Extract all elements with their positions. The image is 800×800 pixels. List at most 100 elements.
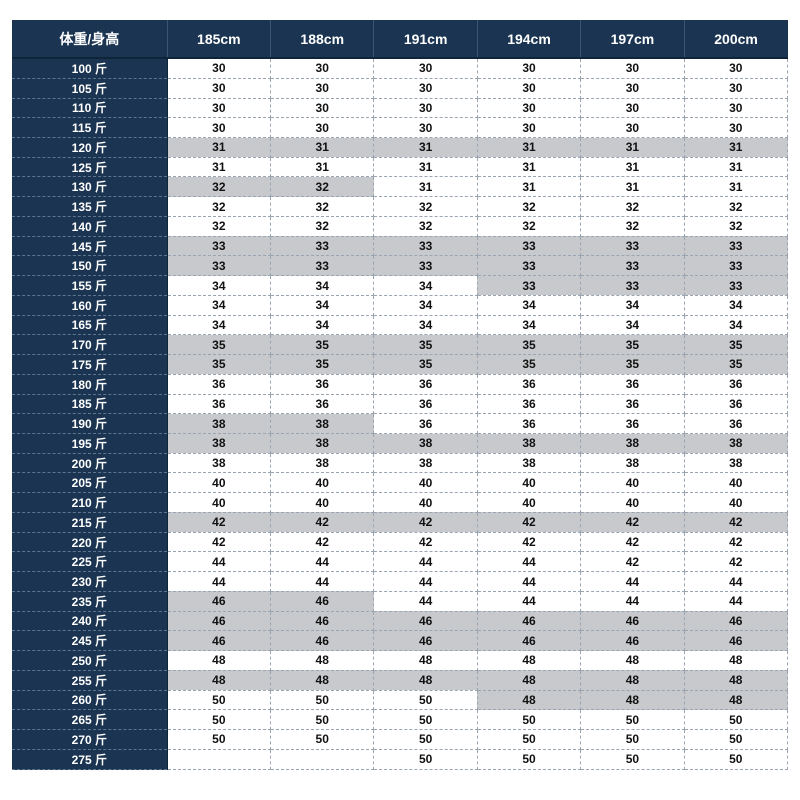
table-cell: 30 [167, 78, 270, 98]
table-cell: 34 [271, 276, 374, 296]
table-row: 250 斤484848484848 [12, 651, 788, 671]
table-cell: 32 [684, 197, 787, 217]
table-cell: 48 [581, 670, 684, 690]
table-cell: 44 [167, 552, 270, 572]
table-cell: 42 [271, 532, 374, 552]
table-cell: 36 [271, 374, 374, 394]
table-cell: 38 [581, 434, 684, 454]
table-cell: 33 [477, 236, 580, 256]
column-header: 194cm [477, 20, 580, 58]
table-cell: 32 [581, 197, 684, 217]
column-header: 185cm [167, 20, 270, 58]
table-cell: 38 [271, 453, 374, 473]
table-row: 150 斤333333333333 [12, 256, 788, 276]
column-header: 200cm [684, 20, 787, 58]
table-cell: 48 [271, 651, 374, 671]
table-cell: 42 [581, 512, 684, 532]
table-cell: 46 [684, 631, 787, 651]
table-cell: 36 [581, 374, 684, 394]
table-cell: 40 [167, 473, 270, 493]
column-header: 197cm [581, 20, 684, 58]
table-cell: 35 [684, 355, 787, 375]
table-cell: 31 [271, 138, 374, 158]
table-cell: 50 [477, 749, 580, 769]
row-header: 230 斤 [12, 572, 167, 592]
table-cell: 33 [167, 236, 270, 256]
table-cell: 40 [374, 493, 477, 513]
table-cell: 31 [581, 157, 684, 177]
row-header: 145 斤 [12, 236, 167, 256]
table-row: 100 斤303030303030 [12, 58, 788, 78]
corner-header: 体重/身高 [12, 20, 167, 58]
table-cell: 32 [271, 177, 374, 197]
table-cell: 46 [477, 631, 580, 651]
table-cell: 34 [477, 295, 580, 315]
table-cell: 48 [374, 651, 477, 671]
table-cell: 46 [581, 631, 684, 651]
row-header: 115 斤 [12, 118, 167, 138]
row-header: 225 斤 [12, 552, 167, 572]
table-cell: 36 [477, 414, 580, 434]
table-row: 230 斤444444444444 [12, 572, 788, 592]
table-cell: 50 [167, 710, 270, 730]
table-cell: 44 [374, 552, 477, 572]
table-cell: 44 [374, 591, 477, 611]
table-cell: 31 [684, 138, 787, 158]
table-cell: 32 [167, 216, 270, 236]
table-cell: 33 [374, 256, 477, 276]
table-cell: 34 [477, 315, 580, 335]
table-row: 190 斤383836363636 [12, 414, 788, 434]
table-cell: 50 [271, 730, 374, 750]
table-cell: 33 [684, 236, 787, 256]
table-cell: 31 [374, 138, 477, 158]
table-cell: 38 [477, 434, 580, 454]
table-row: 165 斤343434343434 [12, 315, 788, 335]
row-header: 100 斤 [12, 58, 167, 78]
table-cell: 31 [581, 138, 684, 158]
table-cell: 50 [477, 710, 580, 730]
table-cell: 38 [477, 453, 580, 473]
table-cell: 32 [477, 197, 580, 217]
table-cell: 50 [684, 749, 787, 769]
table-cell: 30 [581, 58, 684, 78]
table-cell: 30 [684, 98, 787, 118]
table-cell: 48 [581, 690, 684, 710]
table-cell: 36 [684, 374, 787, 394]
table-cell: 42 [271, 512, 374, 532]
table-cell: 31 [271, 157, 374, 177]
table-cell: 50 [167, 730, 270, 750]
table-cell: 48 [374, 670, 477, 690]
table-cell: 50 [167, 690, 270, 710]
table-cell: 50 [374, 710, 477, 730]
table-cell: 50 [684, 710, 787, 730]
table-cell: 31 [374, 157, 477, 177]
table-cell: 30 [477, 78, 580, 98]
table-cell: 33 [374, 236, 477, 256]
table-cell: 34 [581, 295, 684, 315]
table-row: 220 斤424242424242 [12, 532, 788, 552]
row-header: 195 斤 [12, 434, 167, 454]
table-cell: 31 [581, 177, 684, 197]
row-header: 270 斤 [12, 730, 167, 750]
table-cell: 31 [374, 177, 477, 197]
row-header: 150 斤 [12, 256, 167, 276]
row-header: 260 斤 [12, 690, 167, 710]
row-header: 130 斤 [12, 177, 167, 197]
table-cell: 38 [167, 434, 270, 454]
row-header: 205 斤 [12, 473, 167, 493]
table-cell: 38 [271, 414, 374, 434]
table-row: 185 斤363636363636 [12, 394, 788, 414]
table-cell: 44 [477, 572, 580, 592]
table-row: 270 斤505050505050 [12, 730, 788, 750]
table-cell: 42 [167, 532, 270, 552]
table-row: 155 斤343434333333 [12, 276, 788, 296]
table-cell: 32 [374, 216, 477, 236]
row-header: 190 斤 [12, 414, 167, 434]
row-header: 165 斤 [12, 315, 167, 335]
table-cell: 48 [684, 670, 787, 690]
table-cell: 30 [374, 118, 477, 138]
table-cell: 42 [684, 532, 787, 552]
table-cell [167, 749, 270, 769]
table-cell: 33 [477, 276, 580, 296]
row-header: 155 斤 [12, 276, 167, 296]
